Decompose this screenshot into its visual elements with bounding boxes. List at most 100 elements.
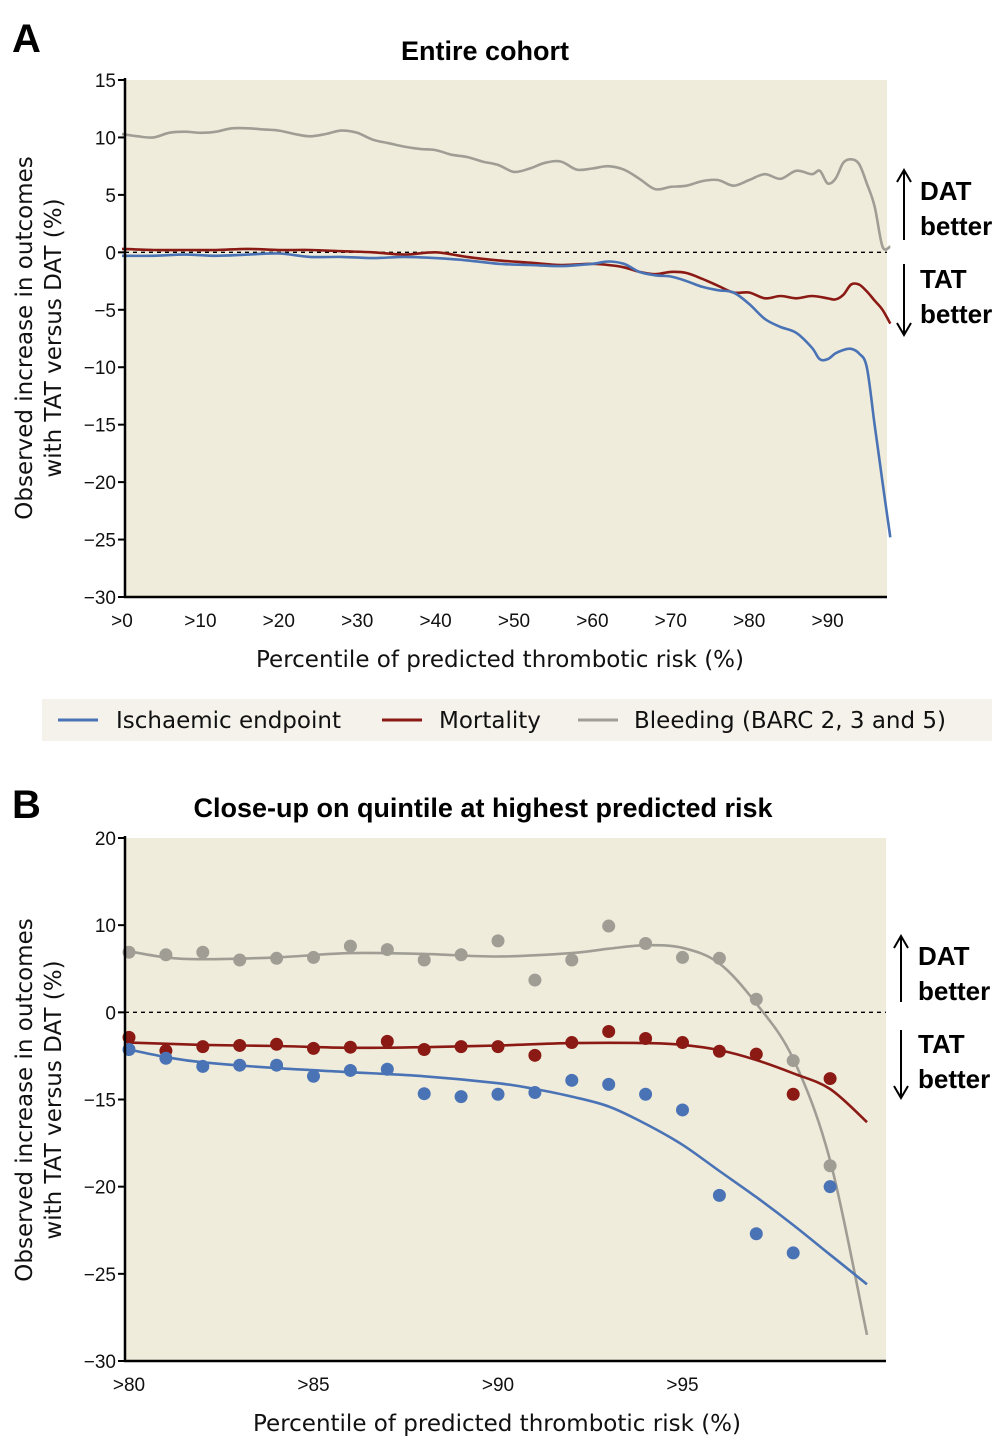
panel-b-x-ticks: >80 >85 >90 >95 bbox=[113, 1375, 699, 1396]
panel-a: A Entire cohort 151050−5−10−15−20−25−30 … bbox=[12, 17, 992, 673]
data-point-mortality bbox=[749, 1047, 763, 1061]
data-point-mortality bbox=[602, 1025, 616, 1039]
x-tick-label: >85 bbox=[297, 1375, 329, 1396]
y-tick-label: −20 bbox=[84, 473, 116, 494]
data-point-mortality bbox=[676, 1036, 689, 1050]
data-point-mortality bbox=[233, 1038, 247, 1052]
data-point-mortality bbox=[786, 1087, 800, 1101]
dat-label: DAT bbox=[918, 941, 970, 971]
panel-a-plot-area bbox=[125, 80, 887, 597]
data-point-ischaemic-endpoint bbox=[602, 1077, 616, 1091]
dat-better-label: better bbox=[920, 211, 992, 241]
data-point-bleeding-barc-2-3-and-5 bbox=[380, 943, 394, 957]
y-tick-label: −10 bbox=[84, 358, 116, 379]
data-point-ischaemic-endpoint bbox=[749, 1227, 763, 1241]
down-arrow-head-icon bbox=[896, 322, 912, 337]
data-point-mortality bbox=[380, 1034, 394, 1048]
x-tick-label: >95 bbox=[666, 1375, 698, 1396]
x-tick-label: >20 bbox=[263, 611, 295, 632]
data-point-ischaemic-endpoint bbox=[343, 1063, 357, 1077]
legend-label-ischaemic: Ischaemic endpoint bbox=[116, 708, 341, 734]
data-point-bleeding-barc-2-3-and-5 bbox=[196, 945, 210, 959]
data-point-bleeding-barc-2-3-and-5 bbox=[676, 950, 689, 964]
panel-a-y-axis-label: Observed increase in outcomes with TAT v… bbox=[12, 156, 67, 519]
x-tick-label: >90 bbox=[811, 611, 843, 632]
tat-better-label: better bbox=[918, 1064, 990, 1094]
y-tick-label: 15 bbox=[95, 71, 116, 92]
data-point-bleeding-barc-2-3-and-5 bbox=[491, 934, 505, 948]
x-tick-label: >60 bbox=[576, 611, 608, 632]
panel-b-y-axis-label-line1: Observed increase in outcomes bbox=[12, 918, 38, 1281]
tat-label: TAT bbox=[920, 264, 967, 294]
y-tick-label: −15 bbox=[84, 1091, 116, 1112]
data-point-bleeding-barc-2-3-and-5 bbox=[823, 1159, 837, 1173]
y-tick-label: −20 bbox=[84, 1178, 116, 1199]
data-point-ischaemic-endpoint bbox=[676, 1103, 689, 1117]
data-point-bleeding-barc-2-3-and-5 bbox=[233, 953, 247, 967]
x-tick-label: >70 bbox=[655, 611, 687, 632]
data-point-mortality bbox=[565, 1036, 579, 1050]
data-point-ischaemic-endpoint bbox=[270, 1058, 284, 1072]
x-tick-label: >30 bbox=[341, 611, 373, 632]
panel-b-points bbox=[122, 919, 837, 1260]
data-point-ischaemic-endpoint bbox=[786, 1246, 800, 1260]
data-point-bleeding-barc-2-3-and-5 bbox=[639, 936, 653, 950]
panel-a-axes bbox=[123, 78, 887, 599]
y-tick-label: −15 bbox=[84, 416, 116, 437]
x-tick-label: >40 bbox=[419, 611, 451, 632]
panel-a-series bbox=[121, 126, 892, 538]
x-tick-label: >90 bbox=[482, 1375, 514, 1396]
y-tick-label: 10 bbox=[95, 916, 116, 937]
panel-b-y-axis-label: Observed increase in outcomes with TAT v… bbox=[12, 918, 67, 1281]
x-tick-label: >80 bbox=[113, 1375, 145, 1396]
x-tick-label: >0 bbox=[111, 611, 133, 632]
data-point-ischaemic-endpoint bbox=[823, 1180, 837, 1194]
data-point-ischaemic-endpoint bbox=[159, 1051, 173, 1065]
y-tick-label: −25 bbox=[84, 531, 116, 552]
data-point-bleeding-barc-2-3-and-5 bbox=[528, 973, 542, 987]
panel-a-y-axis-label-line1: Observed increase in outcomes bbox=[12, 156, 38, 519]
y-tick-label: 5 bbox=[105, 186, 116, 207]
data-point-bleeding-barc-2-3-and-5 bbox=[712, 951, 726, 965]
panel-b-dat-better-annotation: DAT better bbox=[893, 934, 990, 1006]
legend-label-bleeding: Bleeding (BARC 2, 3 and 5) bbox=[634, 708, 946, 734]
data-point-mortality bbox=[639, 1031, 653, 1045]
dat-label: DAT bbox=[920, 176, 972, 206]
x-tick-label: >50 bbox=[498, 611, 530, 632]
data-point-mortality bbox=[196, 1040, 210, 1054]
panel-a-x-axis-label: Percentile of predicted thrombotic risk … bbox=[256, 647, 744, 673]
panel-a-y-axis-label-line2: with TAT versus DAT (%) bbox=[41, 198, 67, 477]
data-point-ischaemic-endpoint bbox=[417, 1087, 431, 1101]
data-point-mortality bbox=[528, 1048, 542, 1062]
panel-b-y-axis-label-line2: with TAT versus DAT (%) bbox=[41, 960, 67, 1239]
data-point-ischaemic-endpoint bbox=[712, 1188, 726, 1202]
legend: Ischaemic endpoint Mortality Bleeding (B… bbox=[42, 699, 992, 741]
panel-b-letter: B bbox=[12, 783, 41, 827]
data-point-ischaemic-endpoint bbox=[454, 1090, 468, 1104]
tat-label: TAT bbox=[918, 1029, 965, 1059]
x-tick-label: >80 bbox=[733, 611, 765, 632]
data-point-bleeding-barc-2-3-and-5 bbox=[454, 948, 468, 962]
data-point-ischaemic-endpoint bbox=[528, 1086, 542, 1100]
y-tick-label: 0 bbox=[105, 243, 116, 264]
legend-background bbox=[42, 699, 992, 741]
x-tick-label: >10 bbox=[184, 611, 216, 632]
panel-b-y-ticks: 20 10 0 −15 −20 −25 −30 bbox=[84, 829, 125, 1373]
data-point-mortality bbox=[307, 1041, 320, 1055]
y-tick-label: −30 bbox=[84, 588, 116, 609]
fit-line-ischaemic-endpoint bbox=[128, 1048, 868, 1286]
y-tick-label: 0 bbox=[105, 1003, 116, 1024]
data-point-ischaemic-endpoint bbox=[491, 1087, 505, 1101]
tat-better-label: better bbox=[920, 299, 992, 329]
y-tick-label: 20 bbox=[95, 829, 116, 850]
data-point-bleeding-barc-2-3-and-5 bbox=[565, 953, 579, 967]
data-point-bleeding-barc-2-3-and-5 bbox=[602, 919, 616, 933]
data-point-ischaemic-endpoint bbox=[380, 1062, 394, 1076]
legend-label-mortality: Mortality bbox=[439, 708, 541, 734]
data-point-mortality bbox=[270, 1037, 284, 1051]
down-arrow-head-icon bbox=[893, 1085, 909, 1100]
data-point-bleeding-barc-2-3-and-5 bbox=[343, 939, 357, 953]
data-point-bleeding-barc-2-3-and-5 bbox=[270, 951, 284, 965]
panel-b-title: Close-up on quintile at highest predicte… bbox=[193, 793, 773, 823]
